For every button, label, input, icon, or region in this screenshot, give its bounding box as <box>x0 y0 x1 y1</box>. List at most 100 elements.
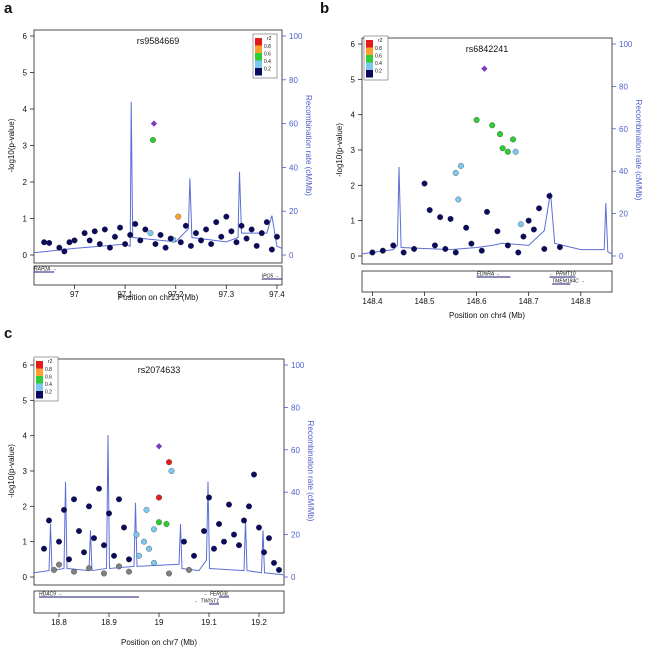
gene-track-frame <box>33 265 283 286</box>
y-tick-label: 1 <box>23 215 28 224</box>
x-tick-label: 97.2 <box>168 290 184 299</box>
snp-point <box>133 531 140 538</box>
snp-point <box>421 180 428 187</box>
gene-label: ← PRMT10 <box>549 272 575 278</box>
y2-tick-label: 60 <box>289 120 298 129</box>
legend-label: 0.6 <box>45 375 52 381</box>
snp-point <box>136 552 142 559</box>
snp-point <box>86 565 92 572</box>
snp-point <box>379 247 386 254</box>
snp-point <box>213 219 220 226</box>
snp-point <box>46 240 53 246</box>
y-tick-label: 6 <box>351 40 356 49</box>
snp-point <box>186 566 192 573</box>
lead-snp-diamond <box>481 65 488 72</box>
y-tick-label: 2 <box>351 181 356 190</box>
recombination-line <box>361 166 613 255</box>
snp-point <box>151 526 157 533</box>
gene-label: TMEM184C → <box>552 279 585 285</box>
snp-point <box>157 231 164 238</box>
y2-tick-label: 0 <box>619 252 624 261</box>
snp-point <box>96 485 102 492</box>
y2-tick-label: 60 <box>291 446 300 455</box>
snp-point <box>452 249 459 256</box>
snp-point <box>116 496 122 503</box>
snp-point <box>211 545 217 552</box>
panel-label: a <box>4 0 13 17</box>
snp-point <box>71 237 78 244</box>
y-tick-label: 2 <box>23 502 28 511</box>
snp-point <box>520 233 527 240</box>
legend-swatch <box>255 60 262 68</box>
snp-point <box>166 459 172 466</box>
snp-point <box>233 239 240 246</box>
legend-swatch <box>366 40 373 48</box>
snp-point <box>515 249 522 256</box>
snp-point <box>156 494 162 501</box>
legend-swatch <box>366 47 373 55</box>
y-tick-label: 0 <box>23 251 28 260</box>
snp-point <box>238 222 245 229</box>
snp-point <box>256 524 262 531</box>
snp-point <box>111 552 117 559</box>
snp-point <box>101 226 108 233</box>
y-axis-label: -log10(p-value) <box>335 123 344 177</box>
snp-point <box>81 230 88 237</box>
y2-tick-label: 80 <box>291 403 300 412</box>
snp-point <box>91 535 97 542</box>
snp-point <box>201 528 207 535</box>
snp-point <box>517 221 524 228</box>
gene-label: ← FERD3L <box>203 592 229 598</box>
legend-label: 0.2 <box>45 390 52 396</box>
snp-point <box>226 501 232 508</box>
y-tick-label: 5 <box>351 75 356 84</box>
snp-point <box>132 221 139 227</box>
snp-point <box>91 228 98 235</box>
gene-label: EDNRA → <box>477 272 501 278</box>
snp-point <box>101 570 107 577</box>
snp-point <box>56 244 63 251</box>
snp-point <box>66 239 73 246</box>
y2-tick-label: 100 <box>291 361 305 370</box>
snp-point <box>208 241 215 247</box>
snp-point <box>497 131 503 138</box>
y2-axis-label: Recombination rate (cM/Mb) <box>304 95 313 196</box>
snp-point <box>126 568 132 575</box>
chart-title: rs6842241 <box>466 44 509 54</box>
snp-point <box>530 226 537 233</box>
x-tick-label: 19 <box>155 618 164 627</box>
snp-point <box>101 542 107 549</box>
gene-label: ← TWIST1 <box>194 599 219 605</box>
snp-point <box>489 122 496 129</box>
legend-swatch <box>36 383 43 391</box>
lead-snp-diamond <box>155 443 163 450</box>
snp-point <box>61 248 68 255</box>
legend-swatch <box>366 70 373 78</box>
snp-point <box>162 244 169 251</box>
y-tick-label: 0 <box>351 252 356 261</box>
snp-point <box>546 192 553 199</box>
snp-point <box>156 519 162 526</box>
snp-point <box>251 471 257 478</box>
snp-point <box>400 249 407 256</box>
gene-track-frame <box>361 270 613 293</box>
snp-point <box>142 226 149 233</box>
x-tick-label: 148.5 <box>414 297 435 306</box>
legend-swatch <box>36 376 43 384</box>
y-tick-label: 3 <box>351 146 356 155</box>
y-tick-label: 1 <box>351 217 356 226</box>
snp-point <box>263 219 270 226</box>
snp-point <box>536 205 543 212</box>
y2-tick-label: 20 <box>619 210 628 219</box>
chart-title: rs2074633 <box>138 365 181 375</box>
snp-point <box>504 148 511 155</box>
legend-swatch <box>36 361 43 369</box>
snp-point <box>463 224 470 231</box>
snp-point <box>228 228 235 235</box>
snp-point <box>168 468 175 474</box>
snp-point <box>149 137 156 143</box>
snp-point <box>504 242 511 249</box>
snp-point <box>126 556 132 563</box>
y2-tick-label: 80 <box>289 76 298 85</box>
